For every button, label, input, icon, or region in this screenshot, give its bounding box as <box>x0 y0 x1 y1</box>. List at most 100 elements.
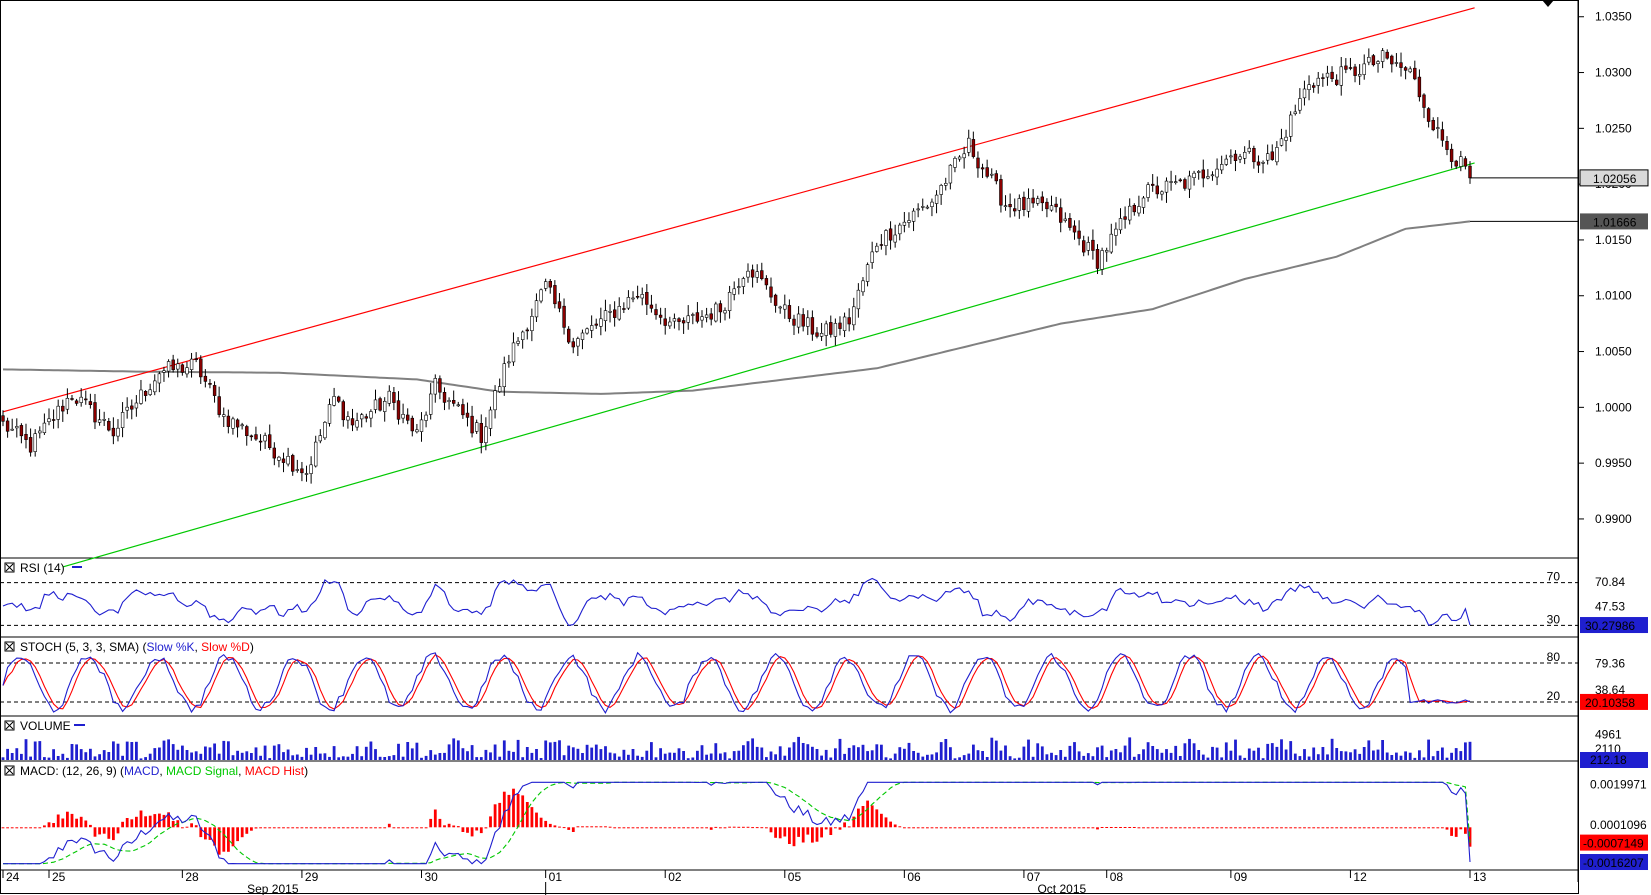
volume-bar <box>328 756 331 760</box>
volume-bar <box>406 742 410 760</box>
macd-hist-bar <box>935 827 938 829</box>
macd-hist-bar <box>1367 827 1371 829</box>
macd-hist-bar <box>1013 827 1017 829</box>
macd-hist-bar <box>493 804 497 828</box>
volume-bar <box>719 753 722 760</box>
volume-bar <box>884 757 888 760</box>
macd-hist-bar <box>125 818 129 828</box>
macd-hist-bar <box>424 827 428 829</box>
macd-hist-bar <box>1114 827 1118 828</box>
volume-bar <box>1234 739 1237 760</box>
macd-hist-bar <box>47 822 51 828</box>
volume-bar <box>1293 753 1297 760</box>
volume-bar <box>208 747 212 760</box>
macd-hist-bar <box>245 827 249 834</box>
candle-body <box>405 414 410 421</box>
volume-bar <box>489 752 492 760</box>
candle-body <box>520 331 525 340</box>
candle-body <box>539 289 543 302</box>
candle-body <box>801 314 805 327</box>
volume-bar <box>318 753 322 760</box>
volume-bar <box>824 749 828 760</box>
candle-body <box>603 310 608 322</box>
volume-bar <box>438 753 442 760</box>
candle-body <box>580 332 585 340</box>
x-month-label: Oct 2015 <box>1037 882 1086 895</box>
candle-body <box>134 402 139 409</box>
macd-hist-bar <box>788 827 791 844</box>
volume-bar <box>125 741 129 760</box>
candle-body <box>658 314 663 318</box>
candle-body <box>1123 216 1127 220</box>
volume-bar <box>1247 748 1251 760</box>
macd-hist-bar <box>360 827 364 829</box>
volume-bar <box>1063 756 1067 760</box>
volume-bar <box>107 752 111 760</box>
volume-bar <box>1450 752 1453 760</box>
macd-hist-bar <box>1252 827 1256 829</box>
macd-hist-bar <box>742 826 745 828</box>
macd-hist-bar <box>1303 827 1306 829</box>
volume-bar <box>930 754 934 760</box>
volume-bar <box>834 748 837 760</box>
macd-hist-bar <box>1008 827 1012 829</box>
scroll-marker-icon[interactable] <box>1542 0 1554 7</box>
price-tick-label: 0.9950 <box>1595 456 1632 470</box>
candle-body <box>479 422 483 443</box>
macd-hist-bar <box>521 795 525 828</box>
volume-bar <box>1362 747 1366 760</box>
macd-hist-bar <box>369 827 373 829</box>
volume-bar <box>654 757 658 760</box>
macd-hist-bar <box>1188 827 1191 829</box>
candle-body <box>948 164 953 184</box>
macd-hist-bar <box>921 827 925 829</box>
candle-body <box>727 291 732 311</box>
candle-body <box>1426 108 1431 122</box>
macd-hist-bar <box>410 827 414 829</box>
macd-hist-bar <box>939 827 943 829</box>
candle-body <box>1335 79 1339 85</box>
candle-body <box>1192 172 1196 178</box>
volume-bar <box>861 744 865 760</box>
macd-hist-bar <box>1266 827 1270 829</box>
candle-body <box>911 210 916 222</box>
candle-body <box>691 314 695 316</box>
macd-hist-bar <box>696 827 699 829</box>
x-day-label: 24 <box>6 870 20 884</box>
candle-body <box>428 393 433 415</box>
macd-hist-bar <box>525 802 529 828</box>
volume-bar <box>604 746 607 760</box>
macd-hist-bar <box>185 826 189 828</box>
volume-bar <box>852 745 856 760</box>
volume-bar <box>144 757 147 760</box>
volume-bar <box>332 746 336 760</box>
macd-hist-bar <box>116 827 120 834</box>
macd-hist-bar <box>581 826 584 828</box>
candle-body <box>235 419 240 428</box>
volume-bar <box>567 745 571 760</box>
candle-body <box>1178 179 1183 182</box>
macd-hist-bar <box>1119 827 1122 828</box>
macd-hist-bar <box>962 827 966 829</box>
candle-body <box>401 413 405 419</box>
macd-hist-bar <box>1160 827 1164 829</box>
volume-bar <box>240 752 244 760</box>
lower-channel-line <box>62 162 1475 568</box>
volume-bar <box>364 746 368 760</box>
macd-hist-bar <box>617 827 621 829</box>
candle-body <box>1022 196 1026 210</box>
stoch-header-suffix: ) <box>250 640 254 654</box>
x-day-label: 30 <box>424 870 438 884</box>
candle-body <box>884 230 888 246</box>
macd-hist-bar <box>857 808 860 828</box>
candle-body <box>502 363 506 388</box>
volume-bar <box>1004 745 1007 760</box>
volume-bar <box>470 745 474 760</box>
macd-hist-bar <box>631 827 635 829</box>
macd-hist-bar <box>1344 827 1348 829</box>
volume-bar <box>935 752 938 760</box>
candle-body <box>571 341 576 348</box>
volume-bar <box>424 755 428 760</box>
candle-body <box>456 404 460 407</box>
volume-bar <box>926 754 929 760</box>
